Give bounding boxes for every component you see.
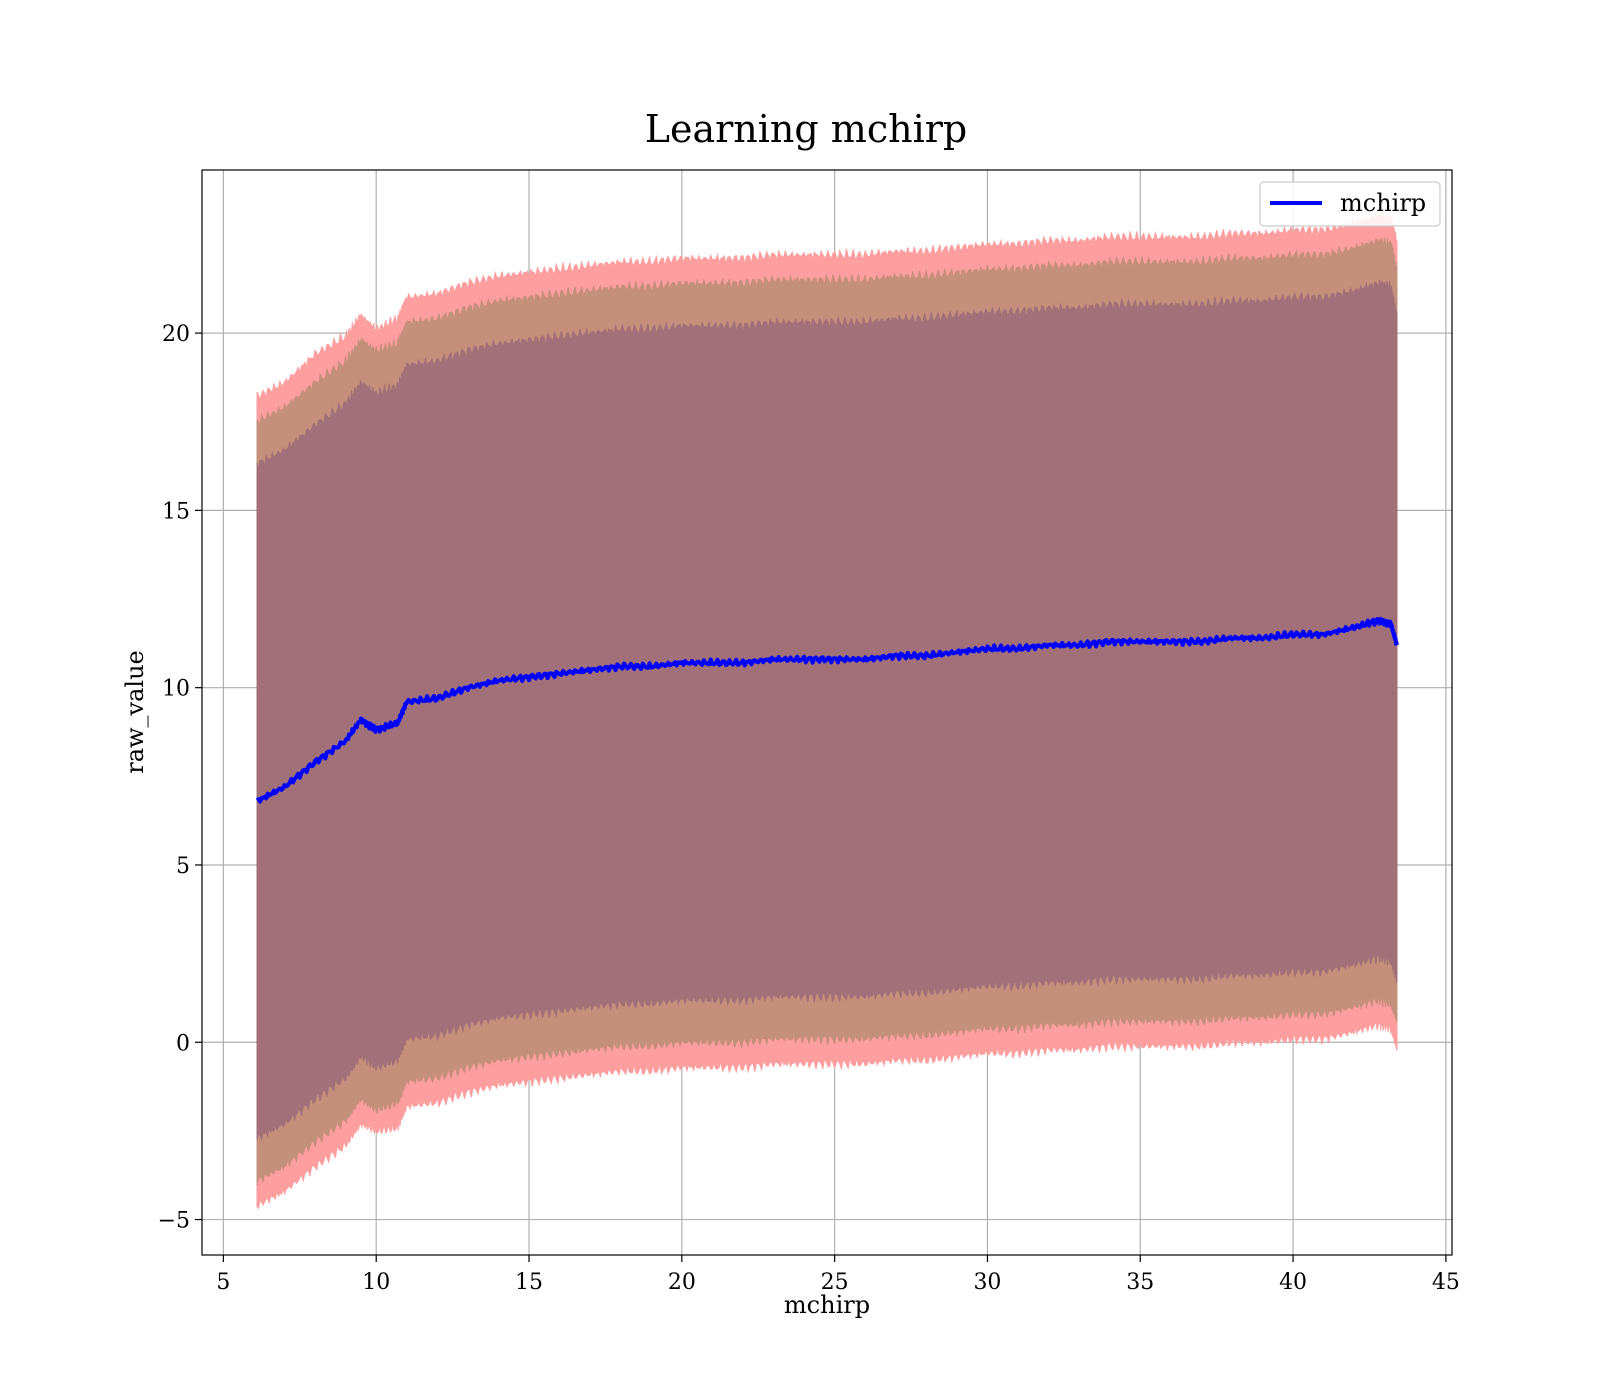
- y-tick-label: 0: [176, 1031, 190, 1056]
- x-tick-label: 10: [362, 1270, 390, 1295]
- y-tick-label: 10: [162, 677, 190, 702]
- confidence-bands: [256, 212, 1398, 1210]
- x-tick-label: 15: [515, 1270, 543, 1295]
- x-tick-label: 45: [1432, 1270, 1460, 1295]
- y-tick-label: 5: [176, 854, 190, 879]
- x-tick-label: 40: [1279, 1270, 1307, 1295]
- y-tick-label: 15: [162, 499, 190, 524]
- legend-label-mchirp: mchirp: [1340, 189, 1426, 217]
- x-tick-label: 5: [216, 1270, 230, 1295]
- y-tick-label: 20: [162, 322, 190, 347]
- legend-box: [1259, 181, 1441, 227]
- y-tick-label: −5: [158, 1209, 190, 1234]
- band-1-sigma: [256, 279, 1398, 1142]
- x-axis-label: mchirp: [784, 1291, 870, 1319]
- series-lines: [255, 616, 1399, 804]
- x-tick-label: 35: [1126, 1270, 1154, 1295]
- x-tick-label: 25: [821, 1270, 849, 1295]
- x-axis-ticks: 5 10 15 20 25 30 35 40 45: [216, 1255, 1460, 1295]
- plot-area-frame: [201, 169, 1453, 1256]
- y-axis-ticks: −5 0 5 10 15 20: [158, 322, 202, 1234]
- chart-title: Learning mchirp: [645, 107, 967, 151]
- y-axis-label: raw_value: [121, 650, 149, 774]
- series-line-mchirp: [255, 616, 1399, 804]
- x-tick-label: 20: [668, 1270, 696, 1295]
- legend: mchirp: [1259, 181, 1441, 227]
- x-tick-label: 30: [973, 1270, 1001, 1295]
